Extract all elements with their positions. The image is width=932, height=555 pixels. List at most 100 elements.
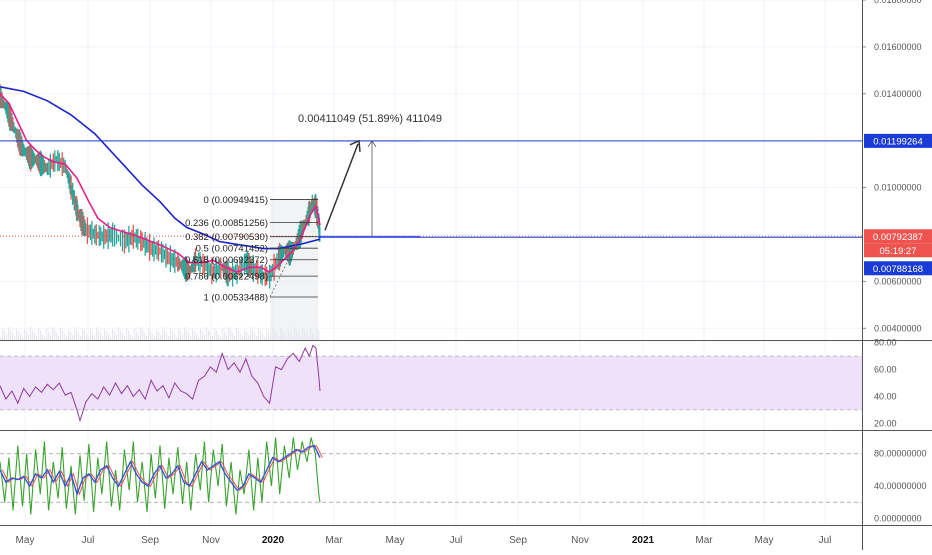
- volume-bar: [102, 336, 104, 340]
- volume-bar: [42, 334, 44, 340]
- volume-bar: [218, 334, 220, 340]
- volume-bar: [66, 337, 68, 340]
- volume-bar: [160, 335, 162, 340]
- volume-bar: [206, 327, 208, 340]
- volume-bar: [212, 336, 214, 340]
- selection-range-shade: [270, 199, 318, 340]
- volume-bar: [246, 332, 248, 340]
- volume-bar: [318, 330, 320, 340]
- volume-bar: [260, 331, 262, 340]
- volume-bar: [128, 331, 130, 340]
- volume-bar: [270, 335, 272, 340]
- volume-bar: [144, 333, 146, 340]
- volume-bar: [58, 336, 60, 340]
- volume-bar: [210, 333, 212, 340]
- ma-slow-line: [0, 86, 321, 250]
- ma-value-label: 0.00788168: [873, 264, 923, 275]
- volume-bar: [314, 335, 316, 340]
- volume-bar: [124, 336, 126, 340]
- volume-bar: [200, 329, 202, 340]
- volume-bar: [296, 330, 298, 340]
- volume-bar: [72, 335, 74, 340]
- volume-bar: [136, 332, 138, 340]
- x-tick-label: Jul: [819, 535, 832, 546]
- x-tick-label: Nov: [571, 535, 589, 546]
- volume-bar: [298, 333, 300, 340]
- volume-bar: [96, 327, 98, 340]
- volume-bar: [106, 331, 108, 340]
- volume-bar: [56, 333, 58, 340]
- projection-arrowhead: [349, 139, 361, 152]
- volume-bar: [316, 327, 318, 340]
- x-tick-label: Jul: [82, 535, 95, 546]
- volume-bar: [78, 333, 80, 340]
- price-tick-label: 0.01600000: [874, 42, 922, 52]
- volume-bar: [204, 335, 206, 340]
- volume-bar: [224, 332, 226, 340]
- volume-bar: [274, 330, 276, 340]
- volume-bar: [292, 335, 294, 340]
- volume-bar: [176, 337, 178, 340]
- price-tick-label: 0.00400000: [874, 323, 922, 333]
- volume-bar: [258, 328, 260, 340]
- volume-bar: [52, 327, 54, 340]
- volume-bar: [104, 328, 106, 340]
- volume-bar: [228, 327, 230, 340]
- volume-bar: [178, 329, 180, 340]
- volume-bar: [304, 331, 306, 340]
- x-tick-label: 2020: [262, 535, 285, 546]
- volume-bar: [196, 334, 198, 340]
- volume-bar: [140, 327, 142, 340]
- volume-bar: [98, 330, 100, 340]
- rsi-tick-label: 60.00: [874, 365, 897, 375]
- rsi-tick-label: 40.00: [874, 391, 897, 401]
- volume-bar: [242, 337, 244, 340]
- fib-level-label: 1 (0.00533488): [204, 292, 268, 303]
- volume-bar: [120, 330, 122, 340]
- volume-bar: [142, 330, 144, 340]
- volume-bar: [26, 332, 28, 340]
- volume-bar: [302, 328, 304, 340]
- volume-bar: [132, 337, 134, 340]
- x-tick-label: May: [755, 535, 774, 546]
- countdown-label: 05:19:27: [880, 246, 917, 257]
- volume-bar: [264, 337, 266, 340]
- volume-bar: [122, 333, 124, 340]
- volume-bar: [112, 329, 114, 340]
- x-tick-label: May: [16, 535, 35, 546]
- volume-bar: [214, 328, 216, 340]
- volume-bar: [272, 327, 274, 340]
- volume-bar: [28, 335, 30, 340]
- volume-bar: [250, 327, 252, 340]
- volume-bar: [150, 331, 152, 340]
- volume-bar: [294, 327, 296, 340]
- volume-bar: [114, 332, 116, 340]
- volume-bar: [94, 335, 96, 340]
- volume-bar: [306, 334, 308, 340]
- volume-bar: [290, 332, 292, 340]
- volume-bar: [234, 336, 236, 340]
- countdown-bg: [864, 243, 932, 258]
- measure-annotation: 0.00411049 (51.89%) 411049: [298, 113, 442, 125]
- volume-bar: [70, 332, 72, 340]
- volume-bar: [44, 337, 46, 340]
- volume-bar: [116, 335, 118, 340]
- volume-bar: [230, 330, 232, 340]
- volume-bar: [118, 327, 120, 340]
- volume-bar: [108, 334, 110, 340]
- volume-bar: [110, 337, 112, 340]
- volume-bar: [174, 334, 176, 340]
- volume-bar: [278, 336, 280, 340]
- fib-level-label: 0.236 (0.00851256): [185, 218, 268, 229]
- volume-bar: [16, 328, 18, 340]
- volume-bar: [310, 329, 312, 340]
- volume-bar: [68, 329, 70, 340]
- volume-bar: [50, 335, 52, 340]
- volume-bar: [4, 332, 6, 340]
- stoch-tick-label: 0.00000000: [874, 514, 922, 524]
- current-price-label-bg: [864, 229, 932, 244]
- volume-bar: [62, 331, 64, 340]
- fib-level-label: 0.786 (0.00622498): [185, 272, 268, 283]
